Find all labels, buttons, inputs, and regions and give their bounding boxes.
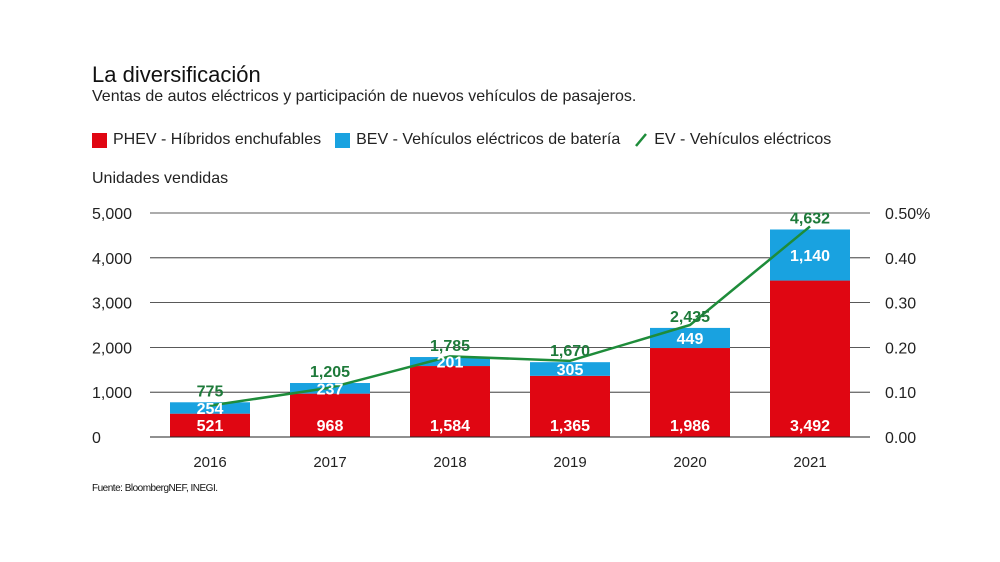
y-tick-label-left: 5,000 <box>92 206 132 223</box>
x-tick-label: 2019 <box>553 454 586 471</box>
data-label-total: 1,785 <box>430 338 470 355</box>
y-tick-label-right: 0.00 <box>885 430 916 447</box>
data-label-bev: 201 <box>437 355 464 372</box>
chart-subtitle: Ventas de autos eléctricos y participaci… <box>92 88 637 105</box>
x-tick-label: 2018 <box>433 454 466 471</box>
bar-bev <box>410 357 490 367</box>
bar-bev <box>770 229 850 281</box>
legend-item-phev: PHEV - Híbridos enchufables <box>92 131 321 149</box>
y-tick-label-right: 0.10 <box>885 385 916 402</box>
bar-phev <box>650 348 730 437</box>
y-tick-label-right: 0.40 <box>885 251 916 268</box>
bar-phev <box>770 280 850 437</box>
legend-swatch-bev <box>335 132 351 148</box>
y-tick-label-right: 0.50% <box>885 206 930 223</box>
bar-phev <box>410 366 490 437</box>
bar-phev <box>170 413 250 437</box>
data-label-phev: 521 <box>197 418 224 435</box>
y-tick-label-left: 1,000 <box>92 385 132 402</box>
x-tick-label: 2021 <box>793 454 826 471</box>
data-label-phev: 1,584 <box>430 418 470 435</box>
source-note: Fuente: BloombergNEF, INEGI. <box>92 483 218 494</box>
ev-line <box>209 225 811 407</box>
bar-bev <box>650 327 730 349</box>
x-tick-label: 2017 <box>313 454 346 471</box>
x-tick-label: 2016 <box>193 454 226 471</box>
x-tick-label: 2020 <box>673 454 706 471</box>
data-label-phev: 1,365 <box>550 418 590 435</box>
data-label-bev: 449 <box>677 331 704 348</box>
data-label-phev: 1,986 <box>670 418 710 435</box>
legend-swatch-phev <box>92 132 107 148</box>
data-label-bev: 1,140 <box>790 248 830 265</box>
chart-title: La diversificación <box>92 62 261 87</box>
line-icon <box>635 133 648 147</box>
data-label-bev: 237 <box>317 381 344 398</box>
data-label-bev: 305 <box>557 362 584 379</box>
legend: PHEV - Híbridos enchufables BEV - Vehícu… <box>92 131 845 149</box>
data-label-total: 1,670 <box>550 343 590 360</box>
axis-title: Unidades vendidas <box>92 170 229 187</box>
bar-bev <box>170 402 250 414</box>
y-tick-label-left: 4,000 <box>92 251 132 268</box>
y-tick-label-right: 0.20 <box>885 340 916 357</box>
bar-bev <box>530 362 610 376</box>
legend-item-ev: EV - Vehículos eléctricos <box>634 131 831 149</box>
data-label-total: 1,205 <box>310 364 350 381</box>
y-tick-label-left: 2,000 <box>92 340 132 357</box>
y-tick-label-left: 3,000 <box>92 296 132 313</box>
data-label-phev: 968 <box>317 418 344 435</box>
legend-item-bev: BEV - Vehículos eléctricos de batería <box>335 131 620 149</box>
y-tick-label-right: 0.30 <box>885 296 916 313</box>
data-label-phev: 3,492 <box>790 418 830 435</box>
y-tick-label-left: 0 <box>92 430 101 447</box>
bar-phev <box>290 393 370 437</box>
data-label-total: 4,632 <box>790 210 830 227</box>
legend-label-ev: EV - Vehículos eléctricos <box>654 131 832 148</box>
data-label-total: 775 <box>197 383 224 400</box>
legend-label-phev: PHEV - Híbridos enchufables <box>113 131 322 148</box>
legend-label-bev: BEV - Vehículos eléctricos de batería <box>356 131 621 148</box>
data-label-bev: 254 <box>197 401 224 418</box>
bar-phev <box>530 375 610 437</box>
data-label-total: 2,435 <box>670 309 710 326</box>
